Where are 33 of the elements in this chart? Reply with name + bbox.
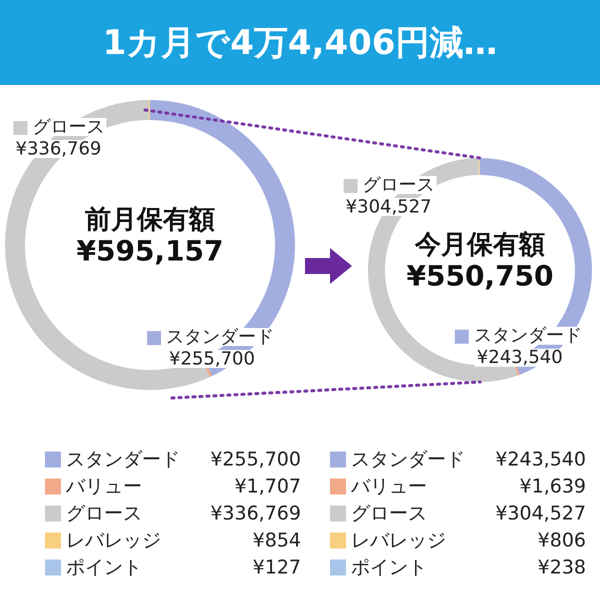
- data-label: ¥1,707: [234, 476, 301, 498]
- data-label: ¥304,527: [346, 196, 432, 218]
- data-label: ¥806: [538, 530, 586, 552]
- category-label: スタンダード: [66, 448, 180, 470]
- legend-label: ポイント: [351, 556, 427, 578]
- text: ¥550,750: [406, 260, 554, 292]
- data-label: ¥127: [252, 556, 301, 578]
- category-label: グロース: [351, 502, 427, 524]
- data-label: ¥238: [538, 556, 586, 578]
- legend-label: ポイント: [66, 556, 142, 578]
- legend-label: バリュー: [65, 476, 142, 498]
- legend-label: レバレッジ: [66, 530, 161, 552]
- legend-label: スタンダード: [474, 325, 582, 346]
- data-label: ¥854: [252, 530, 301, 552]
- legend-label: スタンダード: [166, 326, 274, 348]
- legend-label: レバレッジ: [351, 530, 446, 552]
- legend-label: バリュー: [350, 476, 427, 498]
- text: ¥336,769: [16, 138, 102, 160]
- text: 今月保有額: [414, 230, 545, 260]
- text: ¥243,540: [476, 347, 563, 368]
- data-label: ¥255,700: [210, 448, 301, 470]
- text: ¥255,700: [169, 348, 255, 370]
- data-label: ¥243,540: [495, 448, 586, 470]
- legend-label: グロース: [32, 116, 104, 138]
- text: ¥304,527: [495, 502, 586, 524]
- category-label: スタンダード: [351, 448, 465, 470]
- data-label: ¥1,639: [520, 476, 586, 498]
- text: 前月保有額: [84, 205, 215, 235]
- data-label: ¥336,769: [210, 502, 301, 524]
- text: ¥595,157: [76, 234, 224, 268]
- chart-title: 1カ月で4万4,406円減…: [0, 0, 600, 85]
- category-label: グロース: [66, 502, 142, 524]
- legend-label: グロース: [362, 174, 435, 196]
